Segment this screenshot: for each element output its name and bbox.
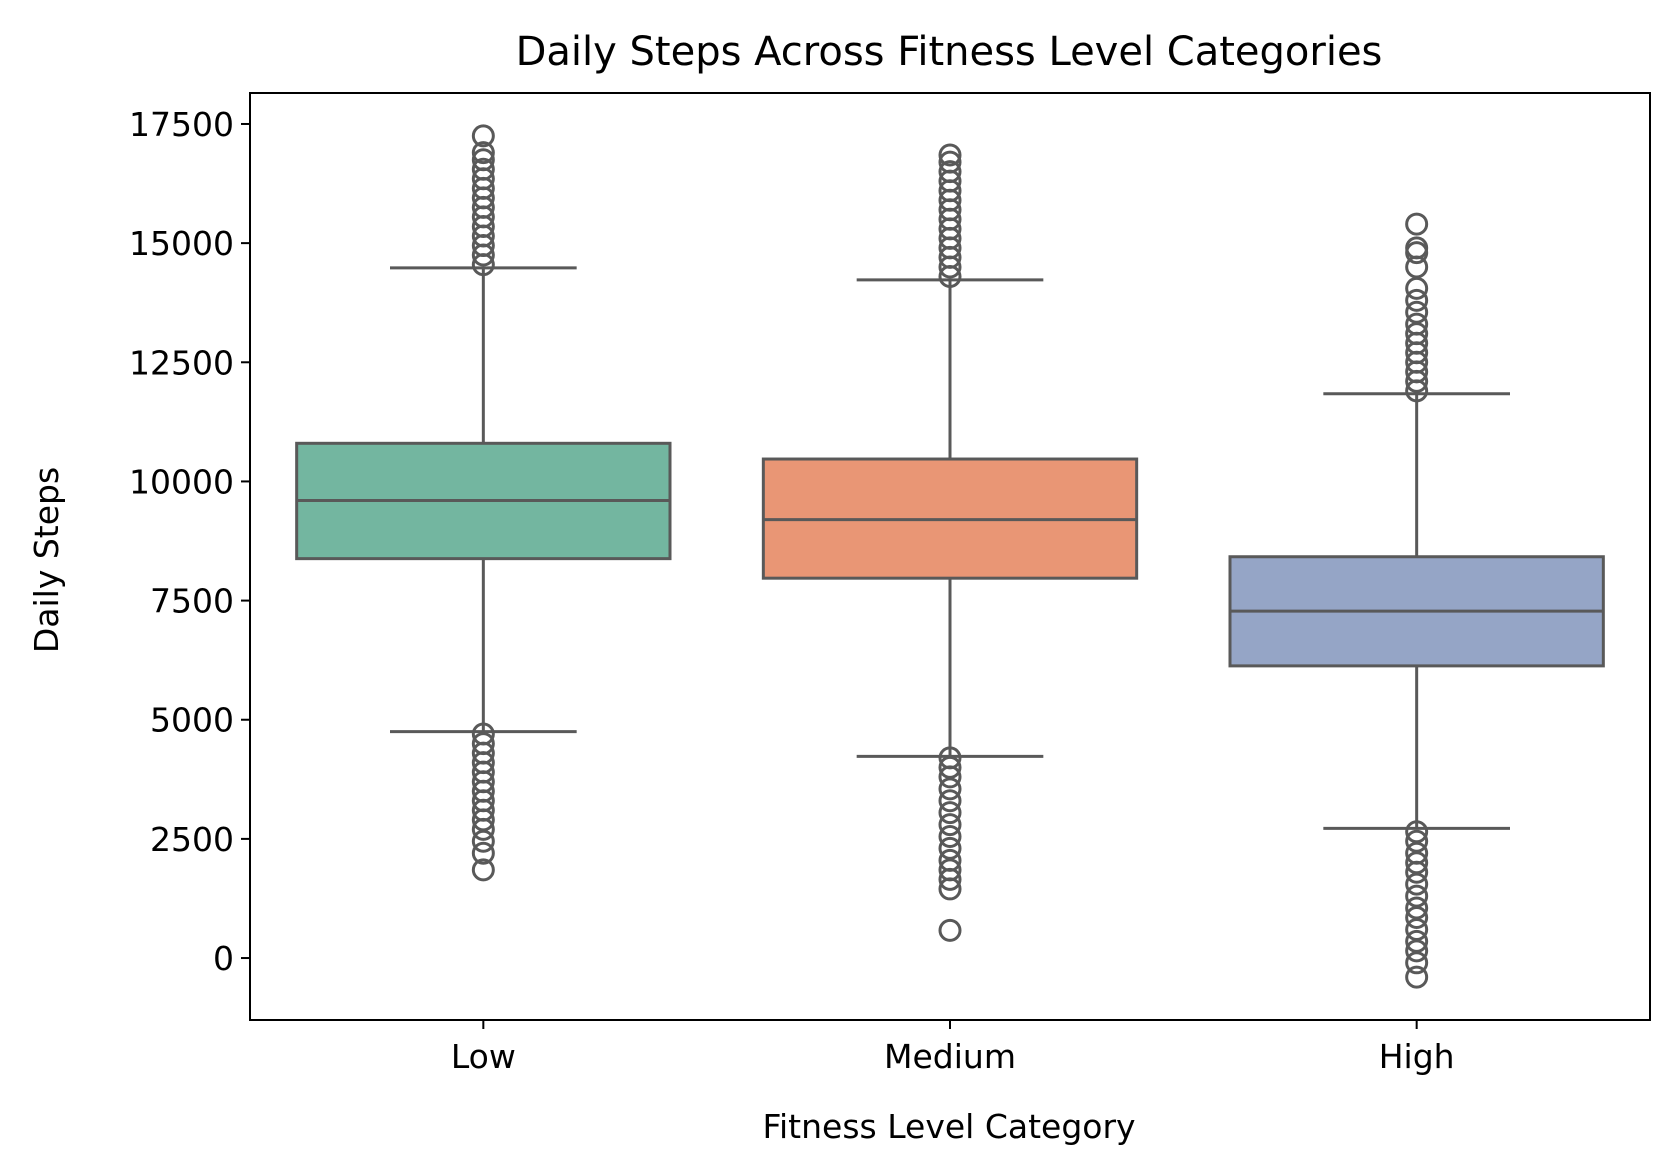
outlier-high (1405, 288, 1429, 312)
outlier-low (471, 732, 495, 756)
outlier-low (471, 148, 495, 172)
outlier-medium (938, 160, 962, 184)
y-tick-label: 12500 (129, 343, 234, 382)
outlier-high (1405, 929, 1429, 953)
outlier-medium (938, 150, 962, 174)
outlier-low (471, 722, 495, 746)
outlier-low (471, 157, 495, 181)
outlier-medium (938, 813, 962, 837)
x-axis-label: Fitness Level Category (762, 1107, 1135, 1146)
outlier-medium (938, 836, 962, 860)
outlier-high (1405, 276, 1429, 300)
outlier-medium (938, 801, 962, 825)
outlier-high (1405, 212, 1429, 236)
outlier-low (471, 124, 495, 148)
outlier-high (1405, 896, 1429, 920)
y-tick-label: 10000 (129, 462, 234, 501)
outlier-low (471, 141, 495, 165)
y-tick-label: 2500 (150, 820, 234, 859)
outlier-high (1405, 300, 1429, 324)
y-tick-label: 0 (213, 939, 234, 978)
y-tick-label: 7500 (150, 582, 234, 621)
outlier-high (1405, 884, 1429, 908)
x-tick-label: Medium (884, 1037, 1016, 1076)
outlier-high (1405, 241, 1429, 265)
x-tick-label: Low (451, 1037, 516, 1076)
outlier-medium (938, 848, 962, 872)
outlier-high (1405, 829, 1429, 853)
outlier-medium (938, 789, 962, 813)
plot-area: 0 2500 5000 7500 10000 12500 15000 17500 Low Medi… (129, 92, 1651, 1076)
outlier-low (471, 858, 495, 882)
outlier-high (1405, 965, 1429, 989)
chart-title: Daily Steps Across Fitness Level Categor… (516, 29, 1383, 75)
y-tick-label: 5000 (150, 701, 234, 740)
outlier-low (471, 841, 495, 865)
y-axis-label: Daily Steps (27, 467, 66, 653)
outlier-medium (938, 755, 962, 779)
y-tick-label: 15000 (129, 224, 234, 263)
outlier-high (1405, 820, 1429, 844)
y-tick-label: 17500 (129, 105, 234, 144)
outlier-medium (938, 918, 962, 942)
outlier-high (1405, 236, 1429, 260)
outlier-medium (938, 825, 962, 849)
outlier-medium (938, 143, 962, 167)
outlier-high (1405, 312, 1429, 336)
outlier-medium (938, 746, 962, 770)
x-tick-label: High (1379, 1037, 1455, 1076)
